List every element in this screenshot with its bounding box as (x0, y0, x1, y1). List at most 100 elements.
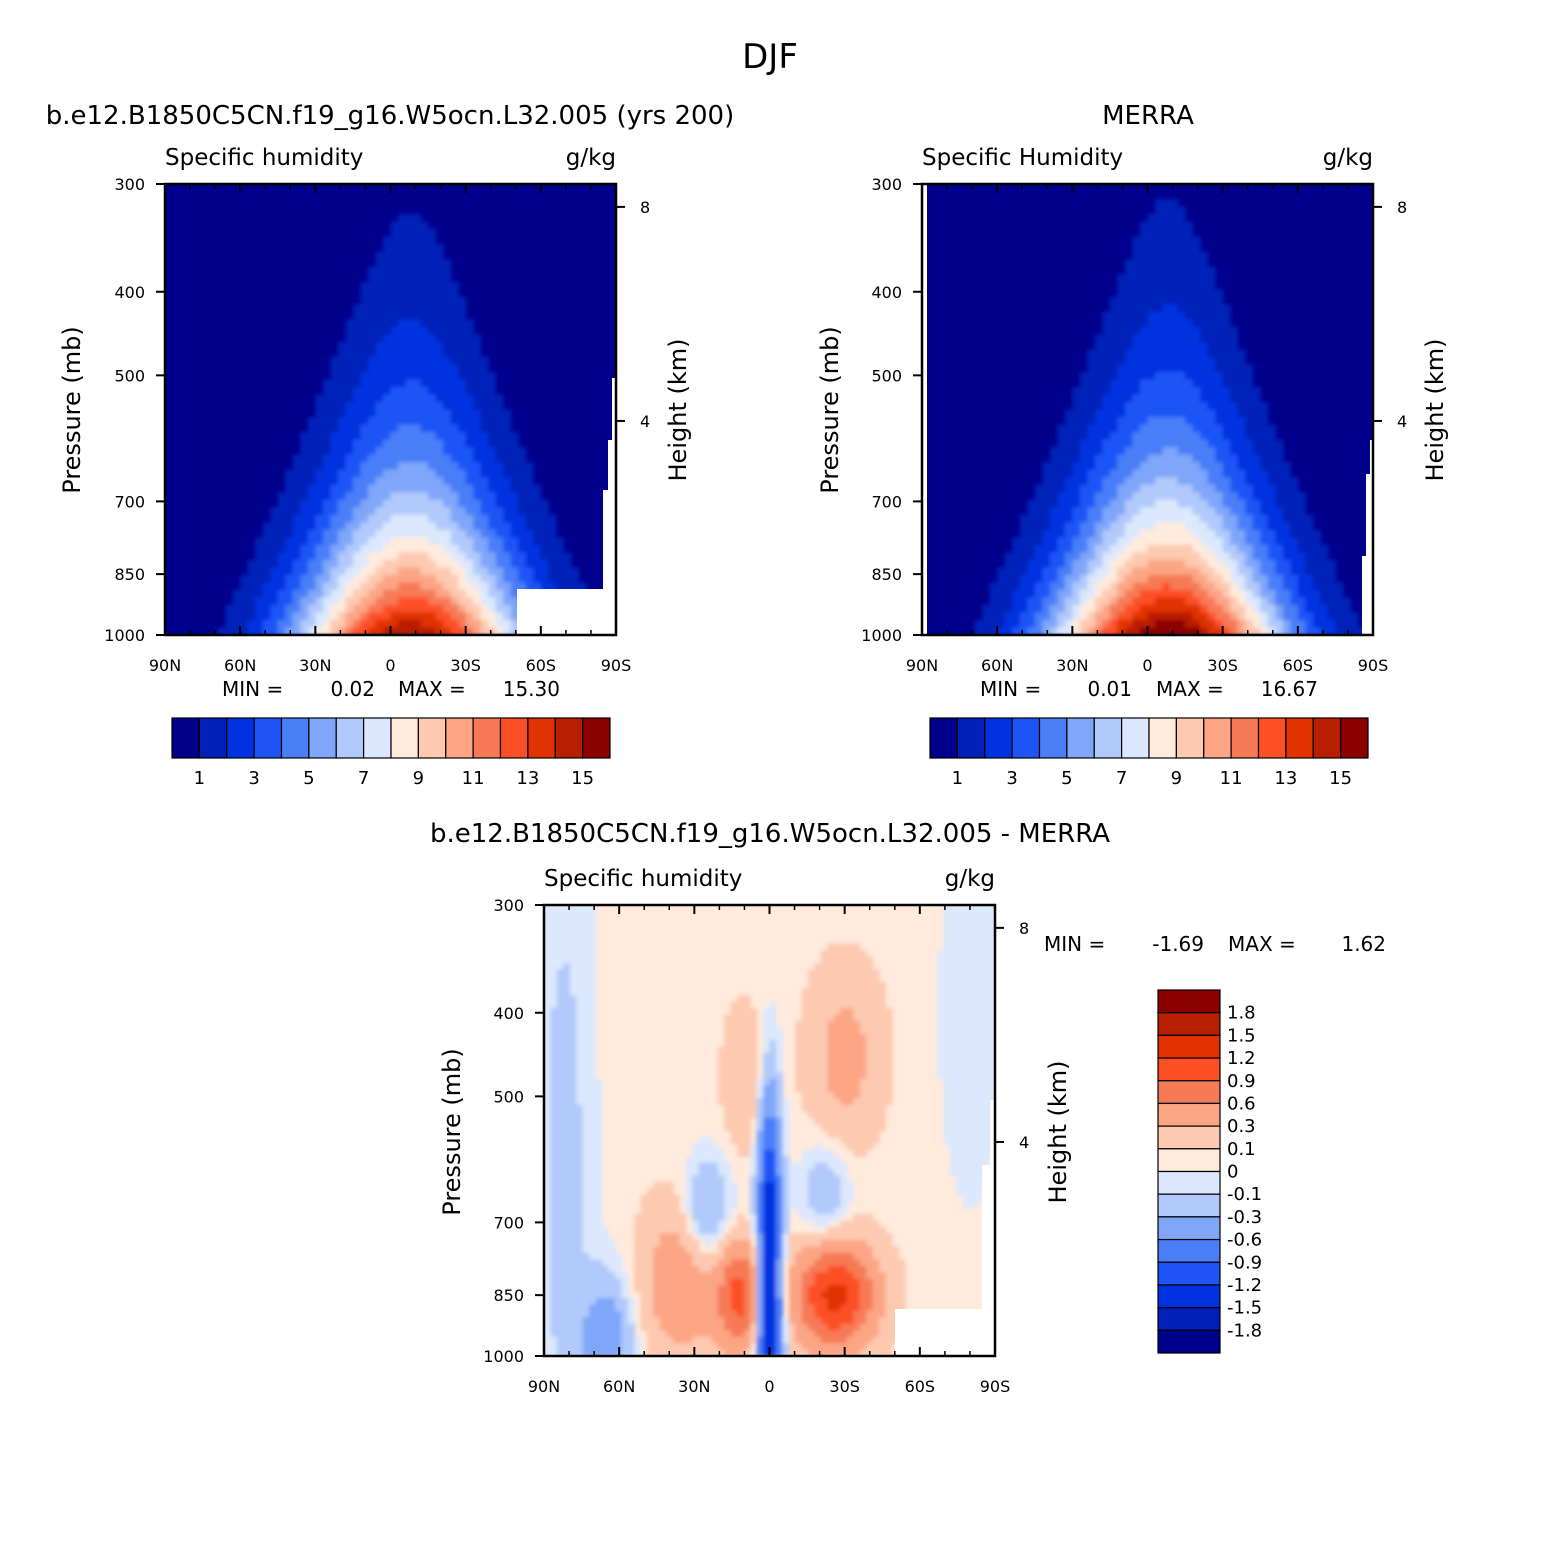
field-cell (576, 1066, 584, 1074)
field-cell (480, 462, 489, 471)
field-cell (763, 1085, 771, 1093)
field-cell (1117, 484, 1126, 493)
field-cell (1162, 266, 1171, 275)
field-cell (1222, 311, 1231, 320)
field-cell (473, 589, 482, 599)
field-cell (982, 1027, 990, 1035)
field-cell (821, 1104, 829, 1112)
field-cell (1155, 424, 1164, 433)
field-cell (801, 995, 809, 1003)
field-cell (390, 281, 399, 290)
field-cell (1147, 597, 1156, 606)
field-cell (1079, 619, 1088, 629)
field-cell (569, 975, 577, 983)
field-cell (277, 574, 286, 583)
field-cell (1162, 462, 1171, 471)
field-cell (405, 251, 414, 260)
field-cell (1109, 604, 1119, 614)
field-cell (1230, 604, 1239, 614)
field-cell (450, 334, 459, 343)
field-cell (1245, 582, 1254, 591)
field-cell (367, 537, 377, 546)
field-cell (307, 604, 316, 614)
field-cell (775, 1046, 783, 1054)
field-cell (458, 379, 467, 388)
field-cell (1222, 514, 1231, 523)
field-cell (1267, 552, 1276, 561)
field-cell (398, 454, 407, 463)
field-cell (473, 409, 482, 418)
field-cell (982, 1020, 990, 1029)
field-cell (277, 567, 286, 576)
field-cell (465, 499, 474, 508)
field-cell (1117, 627, 1126, 635)
field-cell (1139, 281, 1149, 290)
field-cell (956, 956, 964, 964)
field-cell (1102, 432, 1111, 441)
field-cell (1215, 417, 1224, 426)
field-cell (405, 236, 414, 245)
field-cell (1117, 289, 1126, 298)
field-cell (763, 1020, 771, 1029)
field-cell (544, 1008, 552, 1016)
field-cell (1200, 582, 1209, 591)
field-cell (814, 1046, 822, 1054)
field-cell (833, 975, 841, 983)
field-cell (1215, 612, 1224, 621)
field-cell (398, 612, 407, 621)
field-cell (262, 537, 271, 546)
field-cell (1072, 514, 1081, 523)
field-cell (956, 905, 964, 913)
field-cell (1042, 484, 1051, 493)
field-cell (435, 507, 444, 516)
field-cell (443, 537, 452, 546)
field-cell (879, 1104, 887, 1112)
field-cell (1260, 559, 1269, 568)
field-cell (1177, 432, 1186, 441)
field-cell (1252, 469, 1261, 478)
field-cell (730, 1098, 738, 1106)
field-cell (420, 597, 429, 606)
field-cell (428, 251, 437, 260)
field-cell (1102, 582, 1111, 591)
field-cell (1237, 439, 1246, 448)
field-cell (1215, 604, 1224, 614)
field-cell (956, 1001, 964, 1009)
field-cell (413, 259, 422, 268)
field-cell (382, 492, 392, 501)
field-cell (398, 326, 407, 335)
field-cell (1139, 311, 1149, 320)
field-cell (969, 1008, 977, 1016)
field-cell (569, 1027, 577, 1035)
field-cell (569, 1117, 577, 1125)
field-cell (1170, 454, 1179, 463)
field-cell (443, 507, 452, 516)
field-cell (943, 950, 951, 958)
field-cell (488, 432, 497, 441)
field-cell (1034, 567, 1043, 576)
field-cell (382, 394, 392, 403)
field-cell (1162, 477, 1171, 486)
field-cell (1162, 589, 1171, 599)
field-cell (943, 975, 951, 983)
field-cell (556, 962, 564, 971)
field-cell (840, 1008, 848, 1016)
field-cell (1260, 574, 1269, 583)
field-cell (1079, 379, 1088, 388)
field-cell (692, 1182, 700, 1190)
field-cell (307, 492, 316, 501)
field-cell (589, 1059, 597, 1067)
field-cell (555, 552, 564, 561)
field-cell (1200, 597, 1209, 606)
field-cell (240, 589, 249, 599)
field-cell (1312, 537, 1321, 546)
field-cell (879, 1020, 887, 1029)
field-cell (367, 394, 377, 403)
field-cell (808, 1001, 816, 1009)
field-cell (1102, 326, 1111, 335)
field-cell (556, 1156, 564, 1164)
field-cell (1034, 582, 1043, 591)
field-cell (821, 1053, 829, 1061)
field-cell (1215, 529, 1224, 538)
colorbar-box (1121, 717, 1150, 759)
